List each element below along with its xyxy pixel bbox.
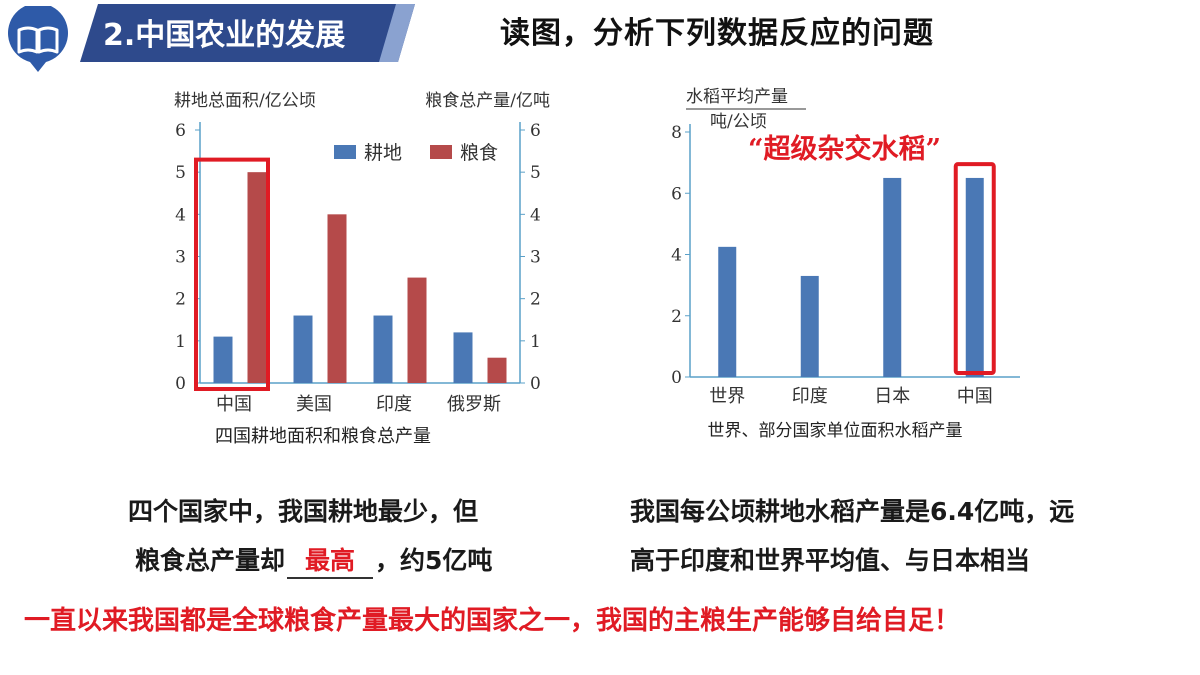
legend-label: 粮食	[460, 142, 498, 164]
right-tick-label: 2	[530, 290, 541, 310]
left-tick-label: 5	[175, 163, 186, 183]
x-tick-label: 世界	[709, 386, 745, 407]
super-hybrid-rice-annotation: “超级杂交水稻”	[748, 133, 941, 165]
chart-caption: 世界、部分国家单位面积水稻产量	[708, 421, 963, 441]
analysis-text-2: 粮食总产量却 最高 ，约5亿吨	[135, 541, 492, 579]
bar-耕地-俄罗斯	[453, 332, 473, 383]
legend-swatch	[430, 145, 452, 159]
chart-caption: 四国耕地面积和粮食总产量	[215, 426, 431, 447]
x-tick-label: 中国	[216, 394, 252, 415]
analysis-text-1: 四个国家中，我国耕地最少，但	[128, 497, 479, 526]
answer-blank: 最高	[287, 541, 374, 579]
analysis-text-2-suffix: ，约5亿吨	[375, 546, 493, 575]
highlight-box-china	[194, 157, 270, 391]
x-tick-label: 中国	[957, 386, 993, 407]
left-tick-label: 0	[175, 374, 186, 394]
y-tick-label: 2	[671, 307, 682, 327]
x-tick-label: 印度	[792, 386, 828, 407]
y-tick-label: 4	[671, 246, 682, 266]
y-tick-label: 0	[671, 368, 682, 388]
bar-世界	[718, 246, 737, 377]
x-tick-label: 俄罗斯	[447, 394, 501, 415]
bar-耕地-美国	[293, 315, 313, 383]
bar-日本	[883, 177, 902, 377]
highlight-box-china	[953, 162, 996, 375]
y-tick-label: 8	[671, 123, 682, 143]
analysis-text-3: 我国每公顷耕地水稻产量是6.4亿吨，远	[630, 497, 1075, 526]
bar-粮食-印度	[407, 277, 427, 383]
left-tick-label: 1	[175, 332, 186, 352]
legend-label: 耕地	[364, 142, 402, 164]
analysis-text-2-prefix: 粮食总产量却	[135, 546, 286, 575]
bar-印度	[800, 275, 819, 377]
right-tick-label: 6	[530, 121, 541, 141]
x-tick-label: 日本	[874, 386, 910, 407]
y-axis-label-top: 水稻平均产量	[686, 87, 788, 107]
bar-粮食-俄罗斯	[487, 357, 507, 383]
farmland-grain-chart: 耕地总面积/亿公顷 粮食总产量/亿吨 0 0 1 1 2 2 3 3 4 4 5 5 6 6 中国 美国 印度 俄罗斯…	[174, 91, 550, 447]
left-tick-label: 4	[175, 205, 186, 225]
conclusion-text: 一直以来我国都是全球粮食产量最大的国家之一，我国的主粮生产能够自给自足！	[24, 606, 961, 636]
x-tick-label: 印度	[376, 394, 412, 415]
title-banner	[80, 4, 415, 62]
bar-粮食-美国	[327, 214, 347, 383]
section-title: 2.中国农业的发展	[103, 18, 346, 53]
right-tick-label: 5	[530, 163, 541, 183]
right-tick-label: 1	[530, 332, 541, 352]
book-icon	[8, 6, 68, 72]
right-axis-label: 粮食总产量/亿吨	[425, 91, 550, 111]
instruction-heading: 读图，分析下列数据反应的问题	[500, 16, 934, 51]
y-tick-label: 6	[671, 184, 682, 204]
left-tick-label: 2	[175, 290, 186, 310]
left-axis-label: 耕地总面积/亿公顷	[174, 91, 316, 111]
left-tick-label: 3	[175, 248, 186, 268]
right-tick-label: 0	[530, 374, 541, 394]
bar-粮食-中国	[247, 172, 267, 383]
bar-耕地-印度	[373, 315, 393, 383]
bar-中国	[965, 177, 984, 377]
x-tick-label: 美国	[296, 394, 332, 415]
bar-耕地-中国	[213, 336, 233, 383]
y-axis-label-bottom: 吨/公顷	[710, 112, 767, 132]
right-tick-label: 4	[530, 205, 541, 225]
analysis-text-4: 高于印度和世界平均值、与日本相当	[630, 546, 1031, 575]
left-tick-label: 6	[175, 121, 186, 141]
right-tick-label: 3	[530, 248, 541, 268]
legend-swatch	[334, 145, 356, 159]
